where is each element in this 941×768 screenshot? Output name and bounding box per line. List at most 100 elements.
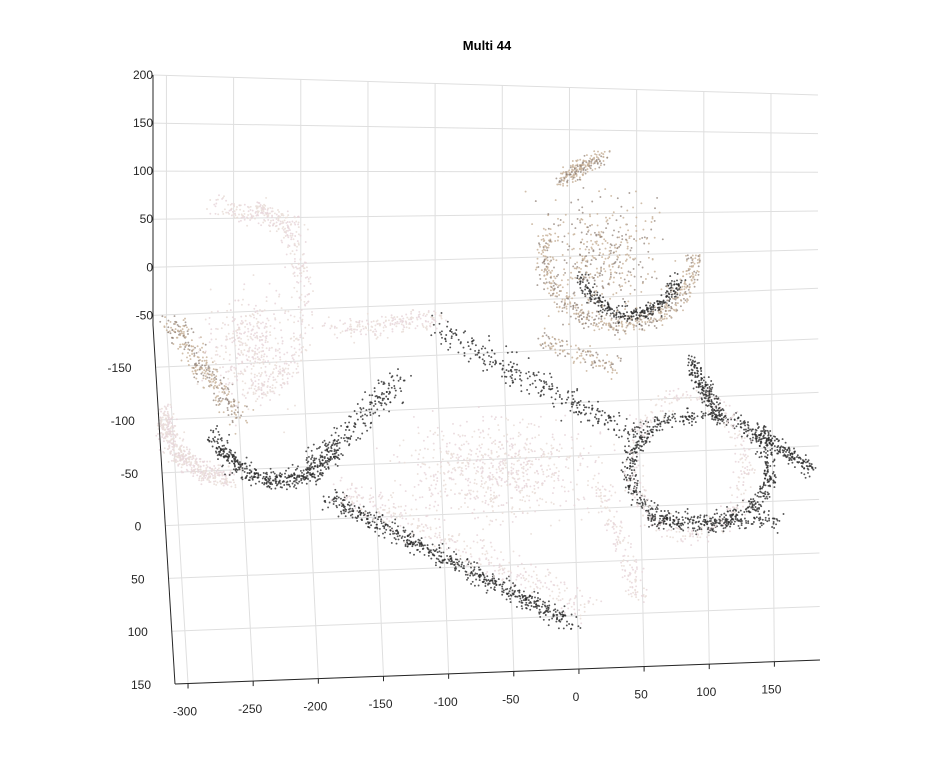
data-point xyxy=(439,472,442,475)
data-point xyxy=(277,370,280,373)
data-point xyxy=(493,577,496,580)
data-point xyxy=(284,475,287,478)
data-point xyxy=(313,459,316,461)
data-point xyxy=(630,542,632,545)
data-point xyxy=(471,580,474,583)
grid-line xyxy=(300,79,319,679)
data-point xyxy=(514,590,516,592)
data-point xyxy=(280,384,283,387)
data-point xyxy=(194,363,196,365)
data-point xyxy=(525,438,528,441)
data-point xyxy=(222,411,225,414)
data-point xyxy=(276,483,279,486)
data-point xyxy=(195,457,198,460)
data-point xyxy=(201,460,204,463)
data-point xyxy=(439,447,442,450)
data-point xyxy=(226,452,229,455)
data-point xyxy=(252,334,255,337)
data-point xyxy=(536,257,539,260)
data-point xyxy=(507,592,510,595)
data-point xyxy=(169,451,172,454)
data-point xyxy=(551,383,553,385)
data-point xyxy=(296,267,299,270)
data-point xyxy=(445,450,448,453)
data-point xyxy=(445,445,448,448)
data-point xyxy=(213,480,215,483)
data-point xyxy=(200,483,203,486)
data-point xyxy=(391,330,394,333)
data-point xyxy=(547,464,550,467)
data-point xyxy=(446,554,449,557)
data-point xyxy=(640,324,643,327)
data-point xyxy=(252,408,255,411)
data-point xyxy=(425,506,427,509)
data-point xyxy=(503,371,506,374)
data-point xyxy=(248,469,251,472)
data-point xyxy=(466,558,469,560)
data-point xyxy=(484,363,487,366)
data-point xyxy=(188,348,191,351)
data-point xyxy=(198,368,201,371)
data-point xyxy=(280,307,283,310)
data-point xyxy=(524,579,526,582)
data-point xyxy=(323,439,326,442)
data-point xyxy=(430,484,433,487)
data-point xyxy=(686,299,689,302)
data-point xyxy=(248,472,251,475)
data-point xyxy=(242,353,245,356)
data-point xyxy=(610,494,613,497)
data-point xyxy=(536,599,539,602)
data-point xyxy=(392,453,395,456)
data-point xyxy=(225,211,228,214)
data-point xyxy=(336,464,339,467)
data-point xyxy=(211,370,214,373)
data-point xyxy=(293,485,295,488)
data-point xyxy=(320,451,323,454)
data-point xyxy=(448,539,451,542)
data-point xyxy=(482,369,485,372)
data-point xyxy=(231,471,234,474)
data-point xyxy=(215,427,218,430)
data-point xyxy=(576,437,578,440)
data-point xyxy=(234,451,237,454)
data-point xyxy=(254,311,257,314)
data-point xyxy=(300,479,303,482)
data-point xyxy=(615,434,618,437)
data-point xyxy=(459,424,462,427)
data-point xyxy=(634,589,637,592)
data-point xyxy=(663,317,666,320)
data-point xyxy=(525,482,528,485)
data-point xyxy=(335,500,337,503)
data-point xyxy=(558,294,561,296)
data-point xyxy=(222,482,225,485)
data-point xyxy=(223,385,226,387)
data-point xyxy=(268,349,271,352)
data-point xyxy=(600,414,603,417)
data-point xyxy=(558,396,561,398)
data-point xyxy=(250,380,253,382)
data-point xyxy=(218,445,221,448)
data-point xyxy=(504,382,507,385)
data-point xyxy=(374,411,377,414)
data-point xyxy=(533,471,536,474)
data-point xyxy=(455,456,458,459)
data-point xyxy=(399,515,402,518)
data-point xyxy=(255,469,258,471)
data-point xyxy=(530,575,533,578)
data-point xyxy=(333,426,336,429)
data-point xyxy=(418,496,421,499)
data-point xyxy=(623,554,626,557)
data-point xyxy=(373,521,376,524)
data-point xyxy=(239,344,241,347)
data-point xyxy=(404,545,407,547)
data-point xyxy=(247,356,250,358)
data-point xyxy=(250,387,253,390)
data-point xyxy=(599,495,602,498)
data-point xyxy=(543,604,546,607)
data-point xyxy=(440,342,443,345)
data-point xyxy=(655,320,658,323)
data-point xyxy=(228,209,231,212)
data-point xyxy=(297,243,300,246)
data-point xyxy=(240,341,243,344)
data-point xyxy=(225,482,228,485)
